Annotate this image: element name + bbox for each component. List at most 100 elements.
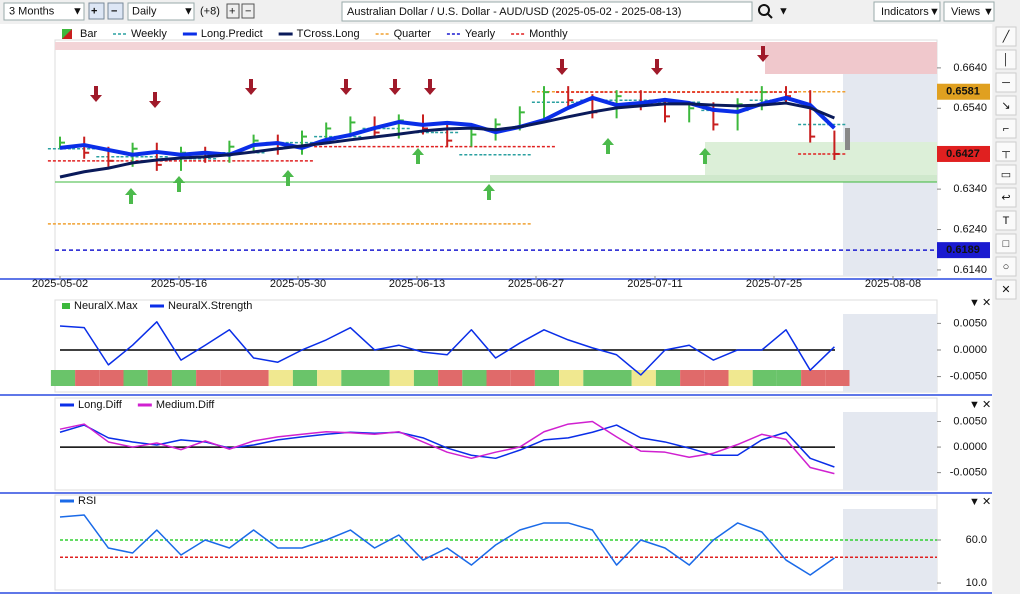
- offset-text: (+8): [200, 5, 220, 17]
- legend-label: NeuralX.Strength: [168, 300, 252, 312]
- legend-label: Medium.Diff: [156, 399, 215, 411]
- legend-label: Long.Diff: [78, 399, 123, 411]
- signal-arrow: [602, 138, 614, 154]
- signal-arrow: [173, 176, 185, 192]
- signal-arrow: [757, 46, 769, 62]
- neural-max-cell: [292, 370, 318, 386]
- neural-max-cell: [244, 370, 269, 386]
- signal-arrow: [149, 92, 161, 108]
- y-tick-label: 0.0000: [953, 441, 987, 453]
- tool-icon: □: [1003, 238, 1010, 250]
- panel-close[interactable]: ✕: [982, 399, 991, 411]
- tool-icon: T: [1003, 215, 1010, 227]
- views-text: Views: [951, 6, 981, 18]
- y-tick-label: 0.6640: [953, 62, 987, 74]
- indicators-button[interactable]: [873, 1, 941, 22]
- neural-max-cell: [728, 370, 753, 386]
- legend-label: RSI: [78, 495, 96, 507]
- legend-label: NeuralX.Max: [74, 300, 138, 312]
- dropdown-arrow: ▼: [183, 5, 194, 17]
- panel-close[interactable]: ✕: [982, 297, 991, 309]
- tool-button[interactable]: [995, 279, 1017, 300]
- projection-zone: [843, 412, 937, 490]
- add-icon: +: [229, 5, 235, 17]
- neural-max-cell: [317, 370, 342, 386]
- add-button[interactable]: [226, 3, 240, 19]
- neural-max-cell: [607, 370, 632, 386]
- tool-icon: ─: [1001, 77, 1010, 89]
- tool-button[interactable]: [995, 187, 1017, 208]
- projection-zone: [843, 314, 937, 392]
- price-badge: [937, 242, 990, 259]
- price-badge: [937, 145, 990, 162]
- dropdown-arrow: ▼: [778, 5, 789, 17]
- symbol-title: Australian Dollar / U.S. Dollar - AUD/US…: [347, 6, 681, 18]
- signal-arrow: [651, 59, 663, 75]
- x-tick-label: 2025-07-25: [746, 278, 802, 290]
- neural-max-cell: [341, 370, 366, 386]
- x-tick-label: 2025-05-02: [32, 278, 88, 290]
- range-select[interactable]: [3, 2, 85, 21]
- search-icon: [767, 13, 773, 19]
- diff-line: [59, 420, 835, 475]
- y-tick-label: 10.0: [966, 577, 987, 589]
- neural-max-cell: [389, 370, 414, 386]
- neural-max-cell: [680, 370, 705, 386]
- signal-arrow: [90, 86, 102, 102]
- range-text: 3 Months: [9, 5, 55, 17]
- views-button[interactable]: [943, 1, 995, 22]
- search-icon[interactable]: [758, 4, 770, 16]
- dropdown-arrow: ▼: [929, 6, 940, 18]
- tool-icon: ╱: [1002, 29, 1011, 43]
- signal-arrow: [340, 79, 352, 95]
- indicators-text: Indicators: [881, 6, 929, 18]
- legend-label: Bar: [80, 28, 97, 40]
- tool-button[interactable]: [995, 210, 1017, 231]
- panel-menu[interactable]: ▼: [969, 297, 980, 309]
- zoom-out[interactable]: [107, 2, 124, 20]
- x-tick-label: 2025-08-08: [865, 278, 921, 290]
- neural-max-cell: [99, 370, 124, 386]
- bar-icon: [62, 29, 72, 39]
- tool-icon: ✕: [1001, 284, 1010, 296]
- neural-max-cell: [534, 370, 560, 386]
- price-badge-label: 0.6581: [946, 86, 980, 98]
- neural-max-cell: [559, 370, 584, 386]
- zoom-out-icon: −: [111, 5, 117, 17]
- tool-button[interactable]: [995, 164, 1017, 185]
- neural-max-cell: [825, 370, 850, 386]
- tool-button[interactable]: [995, 49, 1017, 70]
- indicator-line: [59, 101, 835, 179]
- panel-close[interactable]: ✕: [982, 496, 991, 508]
- dropdown-arrow: ▼: [72, 5, 83, 17]
- signal-arrow: [424, 79, 436, 95]
- tool-button[interactable]: [995, 26, 1017, 47]
- demand-zone: [490, 175, 937, 182]
- y-tick-label: 0.6240: [953, 223, 987, 235]
- interval-text: Daily: [132, 5, 157, 17]
- signal-arrow: [699, 148, 711, 164]
- tool-button[interactable]: [995, 233, 1017, 254]
- tool-button[interactable]: [995, 141, 1017, 162]
- remove-icon: −: [245, 5, 251, 17]
- panel-menu[interactable]: ▼: [969, 399, 980, 411]
- remove-button[interactable]: [241, 3, 255, 19]
- tool-button[interactable]: [995, 95, 1017, 116]
- symbol-field[interactable]: [341, 1, 753, 22]
- bar-icon: [62, 303, 70, 309]
- x-tick-label: 2025-06-27: [508, 278, 564, 290]
- dropdown-arrow: ▼: [983, 6, 994, 18]
- tool-icon: ↩: [1001, 192, 1010, 204]
- zoom-in[interactable]: [88, 2, 105, 20]
- tool-button[interactable]: [995, 72, 1017, 93]
- legend-label: Yearly: [465, 28, 496, 40]
- tool-button[interactable]: [995, 256, 1017, 277]
- tool-icon: ┬: [1001, 146, 1010, 159]
- tool-button[interactable]: [995, 118, 1017, 139]
- neural-max-cell: [704, 370, 729, 386]
- panel-menu[interactable]: ▼: [969, 496, 980, 508]
- interval-select[interactable]: [127, 2, 195, 21]
- neural-max-cell: [438, 370, 463, 386]
